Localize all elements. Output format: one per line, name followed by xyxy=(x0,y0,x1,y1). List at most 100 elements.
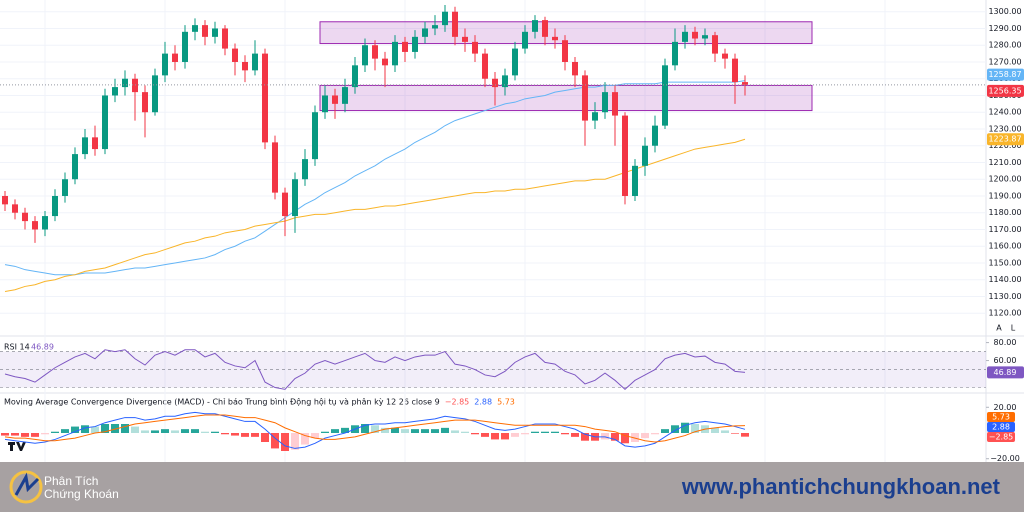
y-tick-label: 1280.00 xyxy=(988,41,1021,50)
candle-body xyxy=(712,35,718,54)
candle-body xyxy=(652,125,658,146)
macd-badge-label: 2.88 xyxy=(992,423,1010,432)
macd-histogram-bar xyxy=(601,433,609,440)
ma-badge xyxy=(987,133,1024,146)
y-tick-label: 1180.00 xyxy=(988,208,1021,217)
logo-icon xyxy=(9,470,43,504)
macd-histogram-bar xyxy=(431,429,439,433)
candle-body xyxy=(732,58,738,83)
tv-logo xyxy=(8,442,26,451)
candle-body xyxy=(322,95,328,113)
candle-body xyxy=(52,195,58,217)
macd-histogram-bar xyxy=(141,430,149,433)
scale-button[interactable]: L xyxy=(1011,324,1016,333)
macd-histogram-bar xyxy=(571,433,579,437)
candle-body xyxy=(372,45,378,59)
macd-histogram-bar xyxy=(581,433,589,441)
ma-badge-label: 1258.87 xyxy=(988,70,1021,79)
macd-histogram-bar xyxy=(41,433,49,435)
macd-histogram-bar xyxy=(671,425,679,433)
moving-average-line xyxy=(4,80,746,276)
candle-body xyxy=(202,25,208,37)
macd-histogram-bar xyxy=(151,430,159,433)
macd-legend-value: 2.88 xyxy=(474,398,492,407)
macd-histogram-bar xyxy=(1,433,9,436)
candle-body xyxy=(392,41,398,66)
macd-badge-label: −2.85 xyxy=(989,433,1014,442)
macd-histogram-bar xyxy=(741,433,749,437)
macd-histogram-bar xyxy=(611,433,619,441)
candle-body xyxy=(292,179,298,217)
candle-body xyxy=(172,53,178,62)
logo-text: Chứng Khoán xyxy=(44,487,119,501)
macd-badge xyxy=(987,432,1015,442)
candle-body xyxy=(682,31,688,42)
macd-histogram-bar xyxy=(711,427,719,433)
macd-histogram-bar xyxy=(281,433,289,451)
candle-body xyxy=(552,36,558,41)
candle-body xyxy=(672,41,678,66)
macd-histogram-bar xyxy=(201,431,209,433)
macd-histogram-bar xyxy=(381,427,389,433)
candle-body xyxy=(132,78,138,93)
macd-histogram-bar xyxy=(411,429,419,433)
candle-body xyxy=(442,11,448,26)
macd-histogram-bar xyxy=(621,433,629,444)
candle-body xyxy=(422,28,428,37)
macd-histogram-bar xyxy=(511,433,519,437)
candle-body xyxy=(282,192,288,217)
candle-body xyxy=(182,31,188,62)
macd-histogram-bar xyxy=(261,433,269,442)
price-badge xyxy=(987,84,1024,97)
macd-tick-label: −20.00 xyxy=(990,454,1020,462)
macd-histogram-bar xyxy=(391,427,399,433)
candle-body xyxy=(82,137,88,155)
rsi-badge-label: 46.89 xyxy=(994,368,1017,377)
candle-body xyxy=(32,221,38,230)
candle-body xyxy=(342,87,348,104)
candle-body xyxy=(122,78,128,88)
y-tick-label: 1270.00 xyxy=(988,57,1021,66)
candle-body xyxy=(452,11,458,37)
candle-body xyxy=(662,65,668,126)
macd-histogram-bar xyxy=(361,424,369,433)
candle-body xyxy=(212,28,218,37)
candle-body xyxy=(412,36,418,52)
macd-histogram-bar xyxy=(451,430,459,433)
y-tick-label: 1230.00 xyxy=(988,124,1021,133)
macd-histogram-bar xyxy=(681,422,689,433)
price-zone xyxy=(319,84,813,112)
candle-body xyxy=(362,45,368,66)
candle-body xyxy=(302,159,308,180)
macd-histogram-bar xyxy=(181,429,189,433)
macd-histogram-bar xyxy=(131,426,139,433)
y-tick-label: 1290.00 xyxy=(988,24,1021,33)
logo-text: Phân Tích xyxy=(44,474,99,488)
macd-histogram-bar xyxy=(441,427,449,433)
macd-histogram-bar xyxy=(221,433,229,435)
macd-tick-label: 20.00 xyxy=(994,403,1017,412)
candle-body xyxy=(502,75,508,88)
candle-body xyxy=(592,112,598,121)
candle-body xyxy=(402,41,408,52)
macd-histogram-bar xyxy=(691,424,699,433)
candle-body xyxy=(492,78,498,88)
scale-button[interactable]: A xyxy=(996,324,1002,333)
candle-body xyxy=(72,154,78,180)
macd-histogram-bar xyxy=(91,426,99,433)
rsi-value: 46.89 xyxy=(31,343,54,352)
candle-body xyxy=(602,92,608,113)
candle-body xyxy=(272,142,278,193)
website-url[interactable]: www.phantichchungkhoan.net xyxy=(681,474,1000,499)
candle-body xyxy=(162,53,168,76)
macd-legend-value: −2.85 xyxy=(445,398,470,407)
candle-body xyxy=(512,48,518,76)
candle-body xyxy=(142,92,148,113)
candle-body xyxy=(542,20,548,37)
macd-histogram-bar xyxy=(171,430,179,433)
macd-histogram-bar xyxy=(651,433,659,435)
macd-histogram-bar xyxy=(551,431,559,433)
macd-histogram-bar xyxy=(121,424,129,433)
trading-chart: RSI 14 Moving Average Convergence Diverg… xyxy=(0,0,1024,462)
